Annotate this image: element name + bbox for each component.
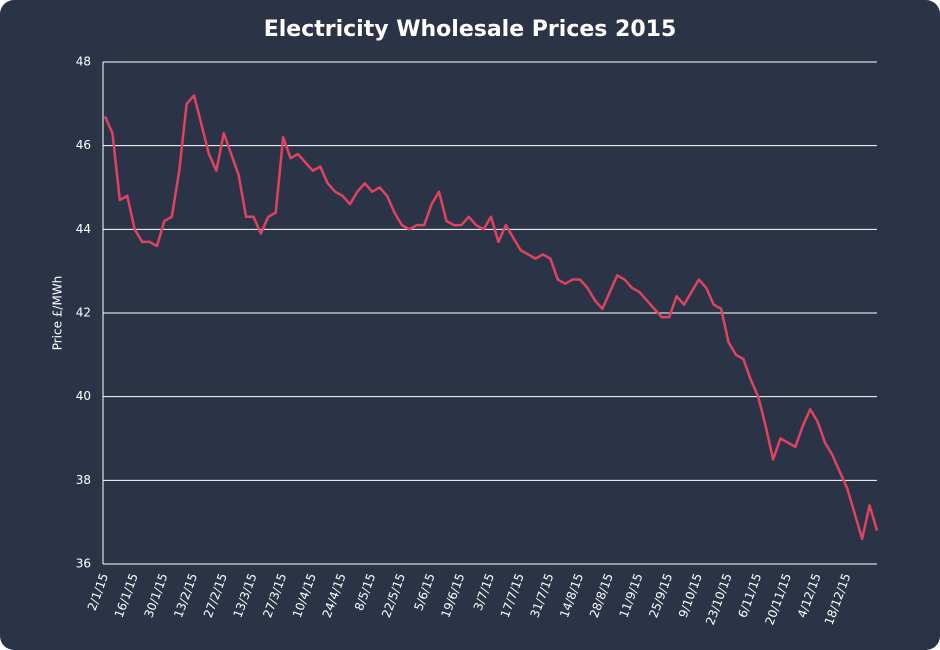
y-axis-label: Price £/MWh — [51, 276, 65, 351]
y-tick-label: 36 — [76, 557, 91, 571]
y-tick-label: 44 — [76, 222, 91, 236]
y-tick-label: 40 — [76, 389, 91, 403]
chart-title: Electricity Wholesale Prices 2015 — [264, 17, 677, 42]
y-tick-label: 48 — [76, 55, 91, 69]
y-tick-label: 46 — [76, 138, 91, 152]
y-tick-label: 38 — [76, 473, 91, 487]
data-line — [103, 94, 879, 541]
y-tick-label: 42 — [76, 306, 91, 320]
